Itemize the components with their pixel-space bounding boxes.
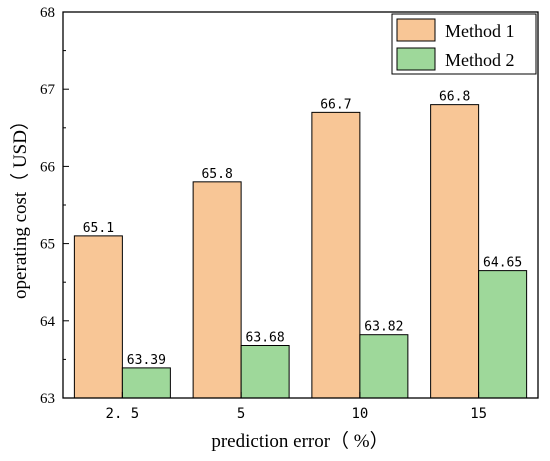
bar-method-1-5 xyxy=(192,181,242,399)
legend-swatch-method-2 xyxy=(396,47,436,71)
y-axis: 63 64 65 66 67 68 xyxy=(40,5,69,407)
x-axis: 2. 5 5 10 15 xyxy=(106,392,487,422)
bar-method-2-15 xyxy=(478,270,528,399)
data-label-method-2-10: 63.82 xyxy=(364,320,403,335)
bar-method-1-10 xyxy=(311,111,361,399)
bars-group xyxy=(73,104,528,399)
bar-method-1-15 xyxy=(430,104,480,399)
bar-method-2-5 xyxy=(240,345,290,399)
legend-label-method-1: Method 1 xyxy=(445,21,515,41)
y-tick-label: 64 xyxy=(40,314,56,330)
bar-method-2-2_5 xyxy=(121,367,171,399)
x-tick-label: 2. 5 xyxy=(106,406,140,422)
data-labels-group: 65.1 65.8 66.7 66.8 63.39 63.68 63.82 64.65 xyxy=(83,90,522,368)
x-tick-label: 5 xyxy=(237,406,245,422)
y-axis-title: operating cost（ USD） xyxy=(9,111,31,299)
bar-method-2-10 xyxy=(359,334,409,399)
y-tick-label: 68 xyxy=(40,5,55,21)
x-tick-label: 15 xyxy=(470,406,487,422)
bar-method-1-2_5 xyxy=(73,235,123,399)
legend-swatch-method-1 xyxy=(396,18,436,42)
data-label-method-2-5: 63.68 xyxy=(246,331,285,346)
data-label-method-2-15: 64.65 xyxy=(483,256,522,271)
data-label-method-1-2_5: 65.1 xyxy=(83,221,114,236)
y-tick-label: 63 xyxy=(40,391,55,407)
legend: Method 1 Method 2 xyxy=(391,13,537,75)
x-axis-title: prediction error（ %） xyxy=(211,430,388,452)
data-label-method-1-5: 65.8 xyxy=(201,167,232,182)
y-tick-label: 65 xyxy=(40,237,55,253)
legend-label-method-2: Method 2 xyxy=(445,50,515,70)
x-tick-label: 10 xyxy=(351,406,368,422)
y-tick-label: 66 xyxy=(40,159,56,175)
y-tick-label: 67 xyxy=(40,82,56,98)
data-label-method-2-2_5: 63.39 xyxy=(127,353,166,368)
data-label-method-1-10: 66.7 xyxy=(320,97,351,112)
data-label-method-1-15: 66.8 xyxy=(439,90,470,105)
